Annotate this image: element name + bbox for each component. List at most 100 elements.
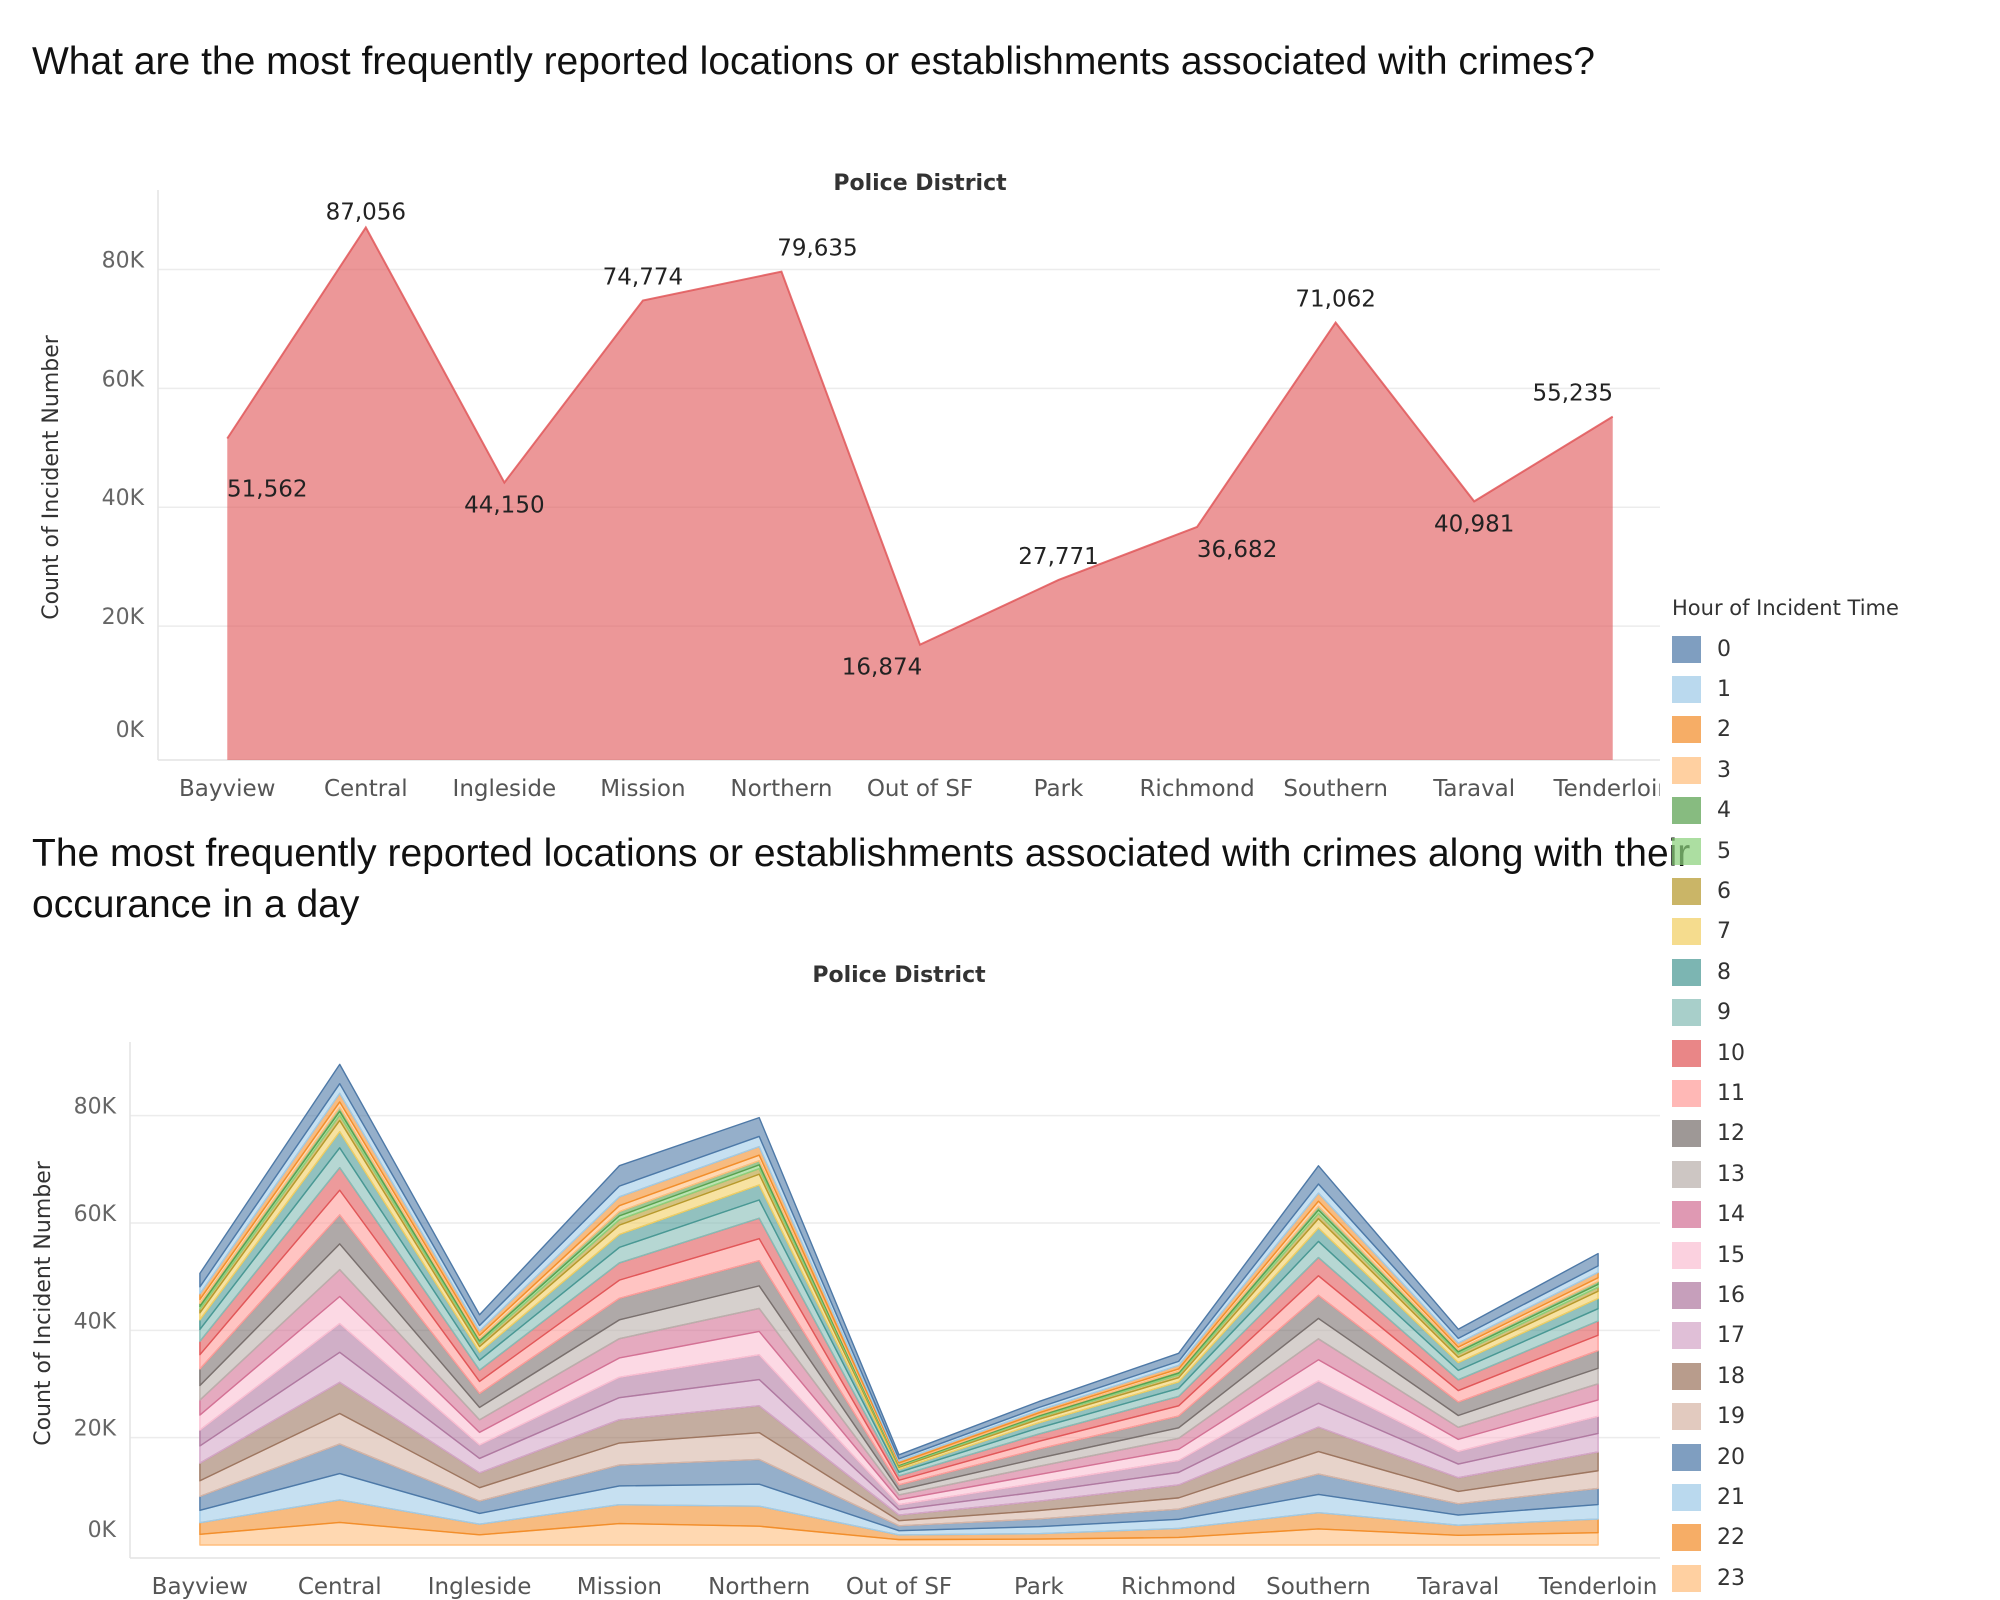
- top-x-tick-label: Tenderloin: [1552, 776, 1660, 802]
- top-header-title: Police District: [833, 171, 1007, 196]
- legend-label: 23: [1717, 1565, 1745, 1591]
- legend-item-hour-20[interactable]: 20: [1672, 1437, 1992, 1477]
- legend-item-hour-2[interactable]: 2: [1672, 710, 1992, 750]
- legend-swatch: [1672, 1564, 1701, 1592]
- legend-swatch: [1672, 1160, 1701, 1188]
- top-x-tick-label: Mission: [600, 776, 685, 802]
- legend-item-hour-18[interactable]: 18: [1672, 1356, 1992, 1396]
- legend-label: 10: [1717, 1040, 1745, 1066]
- legend-item-hour-13[interactable]: 13: [1672, 1154, 1992, 1194]
- legend-item-hour-17[interactable]: 17: [1672, 1316, 1992, 1356]
- top-x-tick-label: Northern: [730, 776, 832, 802]
- legend-item-hour-7[interactable]: 7: [1672, 912, 1992, 952]
- legend-swatch: [1672, 878, 1701, 906]
- legend-item-hour-8[interactable]: 8: [1672, 952, 1992, 992]
- top-area-line: [226, 225, 1614, 647]
- legend-item-hour-1[interactable]: 1: [1672, 669, 1992, 709]
- legend-label: 9: [1717, 1000, 1731, 1026]
- chart-title-top: What are the most frequently reported lo…: [32, 40, 1595, 83]
- legend-item-hour-4[interactable]: 4: [1672, 791, 1992, 831]
- legend-item-hour-22[interactable]: 22: [1672, 1518, 1992, 1558]
- legend-items: 0 1 2 3 4 5 6 7 8 9 10 11 12 13 14 15 16 17 18 19 20 21 22 23: [1672, 629, 1992, 1598]
- legend-swatch: [1672, 1483, 1701, 1511]
- legend-swatch: [1672, 676, 1701, 704]
- top-data-label: 36,682: [1197, 537, 1277, 563]
- top-x-tick-label: Park: [1034, 776, 1084, 802]
- bottom-x-tick-label: Out of SF: [846, 1574, 952, 1600]
- legend-item-hour-15[interactable]: 15: [1672, 1235, 1992, 1275]
- bottom-y-tick-label: 20K: [74, 1417, 117, 1442]
- top-area-fill: [227, 227, 1613, 761]
- top-x-tick-label: Ingleside: [453, 776, 557, 802]
- top-data-label: 40,981: [1434, 511, 1514, 537]
- top-y-tick-label: 0K: [116, 718, 145, 743]
- legend-item-hour-19[interactable]: 19: [1672, 1396, 1992, 1436]
- legend-swatch: [1672, 1241, 1701, 1269]
- legend-swatch: [1672, 1403, 1701, 1431]
- hour-legend: Hour of Incident Time 0 1 2 3 4 5 6 7 8 9 10 11 12 13…: [1672, 596, 1992, 1598]
- top-y-tick-label: 60K: [102, 367, 145, 392]
- legend-label: 4: [1717, 798, 1731, 824]
- legend-item-hour-6[interactable]: 6: [1672, 871, 1992, 911]
- legend-item-hour-10[interactable]: 10: [1672, 1033, 1992, 1073]
- top-data-label: 27,771: [1018, 544, 1098, 570]
- top-x-tick-label: Bayview: [179, 776, 275, 802]
- legend-item-hour-11[interactable]: 11: [1672, 1073, 1992, 1113]
- top-y-axis-label: Count of Incident Number: [39, 334, 64, 620]
- legend-swatch: [1672, 635, 1701, 663]
- legend-label: 5: [1717, 838, 1731, 864]
- bottom-y-tick-label: 80K: [74, 1095, 117, 1120]
- legend-swatch: [1672, 756, 1701, 784]
- legend-item-hour-0[interactable]: 0: [1672, 629, 1992, 669]
- legend-swatch: [1672, 837, 1701, 865]
- legend-item-hour-12[interactable]: 12: [1672, 1114, 1992, 1154]
- top-area-chart: 0K 20K 40K 60K 80K Bayview Central Ingleside Mis…: [39, 171, 1660, 802]
- top-data-label: 51,562: [227, 476, 307, 502]
- top-data-label: 87,056: [326, 200, 406, 226]
- legend-label: 0: [1717, 636, 1731, 662]
- legend-swatch: [1672, 797, 1701, 825]
- top-y-tick-label: 80K: [102, 248, 145, 273]
- bottom-y-tick-label: 40K: [74, 1309, 117, 1334]
- top-y-tick-label: 40K: [102, 486, 145, 511]
- legend-swatch: [1672, 1281, 1701, 1309]
- legend-item-hour-16[interactable]: 16: [1672, 1275, 1992, 1315]
- legend-label: 3: [1717, 757, 1731, 783]
- top-x-tick-label: Richmond: [1139, 776, 1254, 802]
- stacked-area-chart: 0K 20K 40K 60K 80K Bayview Central Ingleside Mis…: [31, 963, 1660, 1600]
- top-x-tick-label: Central: [324, 776, 408, 802]
- legend-swatch: [1672, 1120, 1701, 1148]
- legend-item-hour-9[interactable]: 9: [1672, 993, 1992, 1033]
- top-x-tick-label: Taraval: [1432, 776, 1515, 802]
- legend-label: 22: [1717, 1525, 1745, 1551]
- legend-title: Hour of Incident Time: [1672, 596, 1899, 620]
- bottom-x-tick-label: Mission: [577, 1574, 662, 1600]
- bottom-x-tick-label: Richmond: [1121, 1574, 1236, 1600]
- legend-swatch: [1672, 999, 1701, 1027]
- legend-swatch: [1672, 1362, 1701, 1390]
- bottom-x-tick-label: Central: [298, 1574, 382, 1600]
- bottom-y-tick-label: 0K: [88, 1518, 117, 1543]
- legend-label: 7: [1717, 919, 1731, 945]
- legend-item-hour-23[interactable]: 23: [1672, 1558, 1992, 1598]
- top-y-tick-label: 20K: [102, 605, 145, 630]
- bottom-y-axis-label: Count of Incident Number: [31, 1160, 56, 1446]
- legend-label: 1: [1717, 677, 1731, 703]
- top-data-label: 16,874: [842, 655, 922, 681]
- legend-item-hour-21[interactable]: 21: [1672, 1477, 1992, 1517]
- bottom-x-tick-label: Taraval: [1416, 1574, 1499, 1600]
- legend-swatch: [1672, 1039, 1701, 1067]
- legend-item-hour-3[interactable]: 3: [1672, 750, 1992, 790]
- legend-swatch: [1672, 716, 1701, 744]
- legend-label: 20: [1717, 1444, 1745, 1470]
- legend-item-hour-5[interactable]: 5: [1672, 831, 1992, 871]
- top-data-label: 44,150: [464, 493, 544, 519]
- legend-label: 6: [1717, 879, 1731, 905]
- legend-label: 17: [1717, 1323, 1745, 1349]
- bottom-x-tick-label: Ingleside: [428, 1574, 532, 1600]
- legend-label: 13: [1717, 1161, 1745, 1187]
- legend-item-hour-14[interactable]: 14: [1672, 1194, 1992, 1234]
- legend-swatch: [1672, 1443, 1701, 1471]
- legend-swatch: [1672, 1524, 1701, 1552]
- legend-swatch: [1672, 918, 1701, 946]
